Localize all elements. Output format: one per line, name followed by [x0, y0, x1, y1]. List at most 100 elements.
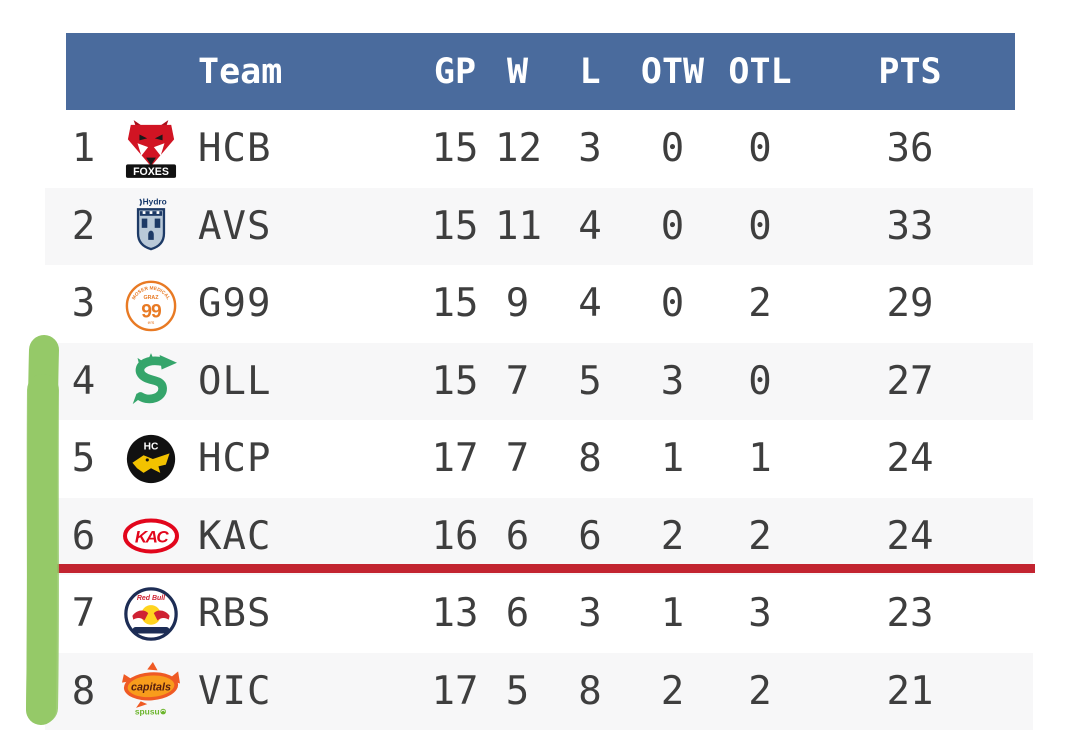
rank-cell: 2	[71, 203, 96, 249]
otl-cell: 2	[748, 513, 772, 559]
otl-cell: 2	[748, 668, 772, 714]
gp-cell: 17	[431, 436, 479, 482]
red-cutoff-line-annotation	[55, 564, 1035, 573]
svg-text:Hydro: Hydro	[143, 197, 167, 207]
otl-cell: 0	[748, 126, 772, 172]
otw-cell: 2	[660, 668, 685, 714]
otw-cell: 2	[660, 513, 685, 559]
rank-cell: 4	[71, 358, 96, 404]
red-bull-salzburg-logo: Red Bull	[122, 584, 180, 644]
otw-cell: 0	[660, 203, 685, 249]
table-row: 7 Red Bull RBS 13 6 3 1 3 23	[45, 575, 1033, 653]
table-row: 8 capitals spusu VIC 17 5 8 2	[45, 652, 1033, 730]
wolf-badge-icon: HC	[126, 434, 176, 483]
otw-cell: 1	[660, 436, 685, 482]
ninety-nine-badge-icon: MOSER MEDICAL GRAZ 99 ers	[125, 280, 177, 331]
l-cell: 8	[578, 668, 602, 714]
w-cell: 9	[505, 281, 530, 327]
w-cell: 7	[505, 436, 530, 482]
pts-cell: 36	[886, 126, 934, 172]
team-cell: KAC	[198, 513, 272, 559]
l-cell: 6	[578, 513, 602, 559]
team-cell: HCB	[198, 126, 272, 172]
graz-99ers-logo: MOSER MEDICAL GRAZ 99 ers	[122, 275, 180, 333]
otl-cell: 1	[748, 436, 772, 482]
pts-cell: 21	[886, 668, 934, 714]
pts-cell: 24	[886, 436, 934, 482]
table-row: 5 HC HCP 17 7 8 1 1 24	[45, 420, 1033, 498]
w-cell: 5	[505, 668, 530, 714]
bulls-sun-badge-icon: Red Bull	[124, 586, 178, 641]
header-otw: OTW	[640, 51, 705, 92]
standings-table: Team GP W L OTW OTL PTS 1	[45, 33, 1033, 730]
l-cell: 8	[578, 436, 602, 482]
table-row: 4 OLL 15 7 5 3 0 27	[45, 342, 1033, 420]
red-oval-icon: KAC	[123, 518, 179, 554]
svg-text:ers: ers	[148, 320, 155, 326]
svg-text:HC: HC	[144, 441, 159, 452]
header-pts: PTS	[878, 51, 942, 92]
rank-cell: 5	[71, 436, 96, 482]
team-cell: RBS	[198, 591, 272, 637]
gp-cell: 15	[431, 203, 479, 249]
svg-text:KAC: KAC	[135, 528, 170, 547]
otl-cell: 3	[748, 591, 772, 637]
svg-text:capitals: capitals	[131, 682, 171, 694]
vienna-capitals-logo: capitals spusu	[122, 660, 180, 722]
fox-head-icon: FOXES	[125, 119, 177, 178]
pts-cell: 33	[886, 203, 934, 249]
pts-cell: 24	[886, 513, 934, 559]
team-cell: G99	[198, 281, 272, 327]
table-row: 6 KAC KAC 16 6 6 2 2 24	[45, 497, 1033, 575]
header-team: Team	[198, 51, 283, 92]
otw-cell: 0	[660, 126, 685, 172]
kac-oval-logo: KAC	[122, 516, 180, 556]
table-header: Team GP W L OTW OTL PTS	[45, 33, 1033, 110]
svg-text:Red Bull: Red Bull	[137, 595, 166, 602]
header-otl: OTL	[728, 51, 792, 92]
green-marker-annotation	[26, 335, 59, 725]
rank-cell: 6	[71, 513, 96, 559]
svg-text:spusu: spusu	[135, 707, 160, 717]
green-dragon-icon	[132, 353, 177, 405]
l-cell: 3	[578, 126, 602, 172]
team-cell: AVS	[198, 203, 272, 249]
header-gp: GP	[433, 51, 477, 92]
team-cell: HCP	[198, 436, 272, 482]
gp-cell: 15	[431, 281, 479, 327]
w-cell: 6	[505, 513, 530, 559]
otw-cell: 3	[660, 358, 685, 404]
olimpija-dragon-logo	[122, 353, 180, 409]
header-l: L	[579, 51, 601, 92]
l-cell: 5	[578, 358, 602, 404]
w-cell: 6	[505, 591, 530, 637]
avs-crest-logo: Hydro	[122, 195, 180, 257]
pts-cell: 23	[886, 591, 934, 637]
w-cell: 12	[495, 126, 542, 172]
w-cell: 11	[495, 203, 542, 249]
otl-cell: 2	[748, 281, 772, 327]
otl-cell: 0	[748, 203, 772, 249]
rank-cell: 8	[71, 668, 96, 714]
rank-cell: 3	[71, 281, 96, 327]
table-row: 2 Hydro AVS 15 11 4 0 0	[45, 187, 1033, 265]
table-row: 1 FOXES HCB 15 12 3 0 0	[45, 110, 1033, 188]
hcb-foxes-logo: FOXES	[122, 119, 180, 179]
svg-text:GRAZ: GRAZ	[143, 295, 159, 301]
l-cell: 3	[578, 591, 602, 637]
gp-cell: 16	[431, 513, 479, 559]
pustertal-wolves-logo: HC	[122, 432, 180, 486]
rank-cell: 1	[71, 126, 96, 172]
pts-cell: 29	[886, 281, 934, 327]
otw-cell: 1	[660, 591, 685, 637]
gp-cell: 17	[431, 668, 479, 714]
otw-cell: 0	[660, 281, 685, 327]
header-w: W	[506, 51, 529, 92]
team-cell: VIC	[198, 668, 272, 714]
l-cell: 4	[578, 281, 602, 327]
gp-cell: 15	[431, 358, 479, 404]
flame-burst-icon: capitals spusu	[122, 662, 180, 717]
l-cell: 4	[578, 203, 602, 249]
castle-crest-icon: Hydro	[136, 197, 167, 251]
